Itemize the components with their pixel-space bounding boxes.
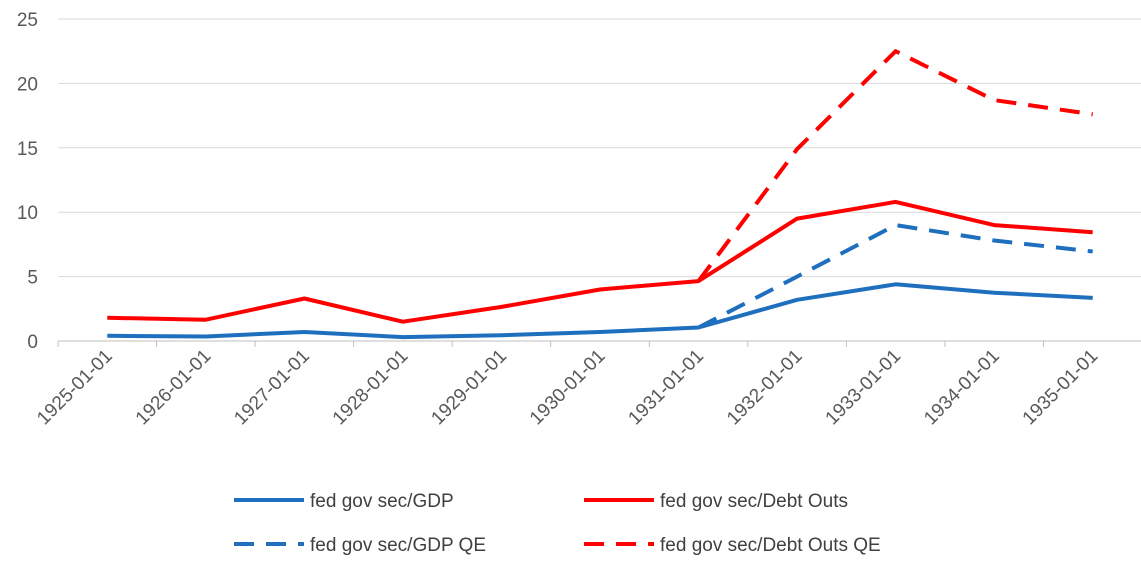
series-lines — [107, 49, 1093, 340]
legend-label: fed gov sec/GDP — [310, 491, 454, 512]
x-tick-label: 1934-01-01 — [920, 346, 1004, 430]
y-tick-label: 0 — [27, 332, 38, 353]
y-tick-labels: 0 5 10 15 20 25 — [17, 10, 38, 353]
x-tick-label: 1925-01-01 — [33, 346, 117, 430]
legend-label: fed gov sec/GDP QE — [310, 535, 486, 556]
x-tick-label: 1931-01-01 — [624, 346, 708, 430]
legend: fed gov sec/GDP fed gov sec/Debt Outs fed … — [234, 491, 881, 556]
legend-label: fed gov sec/Debt Outs — [660, 491, 848, 512]
x-tick-label: 1930-01-01 — [526, 346, 610, 430]
x-tick-label: 1932-01-01 — [723, 346, 807, 430]
x-tick-label: 1926-01-01 — [132, 346, 216, 430]
y-tick-label: 15 — [17, 139, 38, 160]
x-tick-labels: 1925-01-01 1926-01-01 1927-01-01 1928-01-01… — [33, 346, 1102, 430]
x-tick-label: 1927-01-01 — [230, 346, 314, 430]
legend-label: fed gov sec/Debt Outs QE — [660, 535, 881, 556]
x-tick-label: 1929-01-01 — [427, 346, 511, 430]
x-axis — [57, 340, 1141, 347]
series-line-fed-gov-sec-gdp — [107, 282, 1093, 340]
series-line-fed-gov-sec-gdp-qe — [697, 223, 1093, 330]
y-tick-label: 25 — [17, 10, 38, 31]
y-tick-label: 10 — [17, 203, 38, 224]
x-tick-label: 1935-01-01 — [1019, 346, 1103, 430]
series-line-fed-gov-sec-debt-outs-qe — [696, 49, 1093, 283]
x-tick-label: 1928-01-01 — [329, 346, 413, 430]
y-tick-label: 5 — [27, 268, 38, 289]
series-line-fed-gov-sec-debt-outs — [107, 199, 1093, 324]
grid-lines — [58, 18, 1141, 278]
y-tick-label: 20 — [17, 74, 38, 95]
x-tick-label: 1933-01-01 — [822, 346, 906, 430]
